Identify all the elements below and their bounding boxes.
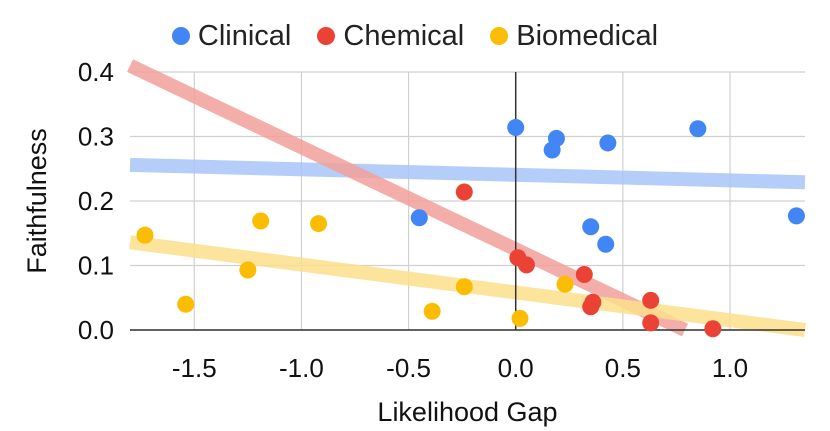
point-clinical[interactable] bbox=[689, 120, 707, 138]
x-tick-label: -1.5 bbox=[172, 353, 217, 383]
x-tick-label: 0.5 bbox=[605, 353, 641, 383]
x-tick-label: 1.0 bbox=[712, 353, 748, 383]
point-biomedical[interactable] bbox=[310, 215, 328, 233]
data-points bbox=[136, 118, 805, 338]
point-chemical[interactable] bbox=[642, 314, 660, 332]
legend-label-clinical: Clinical bbox=[197, 19, 292, 52]
point-clinical[interactable] bbox=[597, 235, 615, 253]
y-tick-label: 0.1 bbox=[78, 251, 114, 281]
legend-item-clinical[interactable]: Clinical bbox=[171, 19, 292, 53]
point-chemical[interactable] bbox=[455, 183, 473, 201]
axes bbox=[130, 72, 805, 331]
point-chemical[interactable] bbox=[642, 291, 660, 309]
point-clinical[interactable] bbox=[543, 141, 561, 159]
trendline-chemical bbox=[126, 59, 689, 337]
point-chemical[interactable] bbox=[582, 298, 600, 316]
trendline-clinical bbox=[129, 157, 806, 190]
y-tick-label: 0.4 bbox=[78, 57, 114, 87]
legend-label-biomedical: Biomedical bbox=[516, 19, 659, 52]
point-biomedical[interactable] bbox=[455, 278, 473, 296]
y-tick-label: 0.3 bbox=[78, 122, 114, 152]
legend: Clinical Chemical Biomedical bbox=[0, 14, 830, 58]
y-tick-label: 0.2 bbox=[78, 186, 114, 216]
point-chemical[interactable] bbox=[517, 256, 535, 274]
point-biomedical[interactable] bbox=[177, 295, 195, 313]
legend-label-chemical: Chemical bbox=[343, 19, 465, 52]
point-chemical[interactable] bbox=[704, 320, 722, 338]
y-tick-label: 0.0 bbox=[78, 315, 114, 345]
x-axis-title: Likelihood Gap bbox=[377, 397, 557, 427]
point-biomedical[interactable] bbox=[556, 275, 574, 293]
point-biomedical[interactable] bbox=[239, 261, 257, 279]
tick-labels: -1.5 -1.0 -0.5 0.0 0.5 1.0 0.0 0.1 0.2 0.3 0.4 bbox=[78, 57, 748, 383]
x-tick-label: -0.5 bbox=[386, 353, 431, 383]
point-clinical[interactable] bbox=[599, 134, 617, 152]
point-clinical[interactable] bbox=[787, 207, 805, 225]
y-axis-title: Faithfulness bbox=[22, 128, 52, 274]
point-biomedical[interactable] bbox=[252, 212, 270, 230]
point-clinical[interactable] bbox=[507, 118, 525, 136]
legend-item-chemical[interactable]: Chemical bbox=[317, 20, 464, 53]
x-tick-label: -1.0 bbox=[279, 353, 324, 383]
point-chemical[interactable] bbox=[575, 266, 593, 284]
point-biomedical[interactable] bbox=[136, 226, 154, 244]
legend-marker-biomedical bbox=[490, 27, 509, 45]
point-clinical[interactable] bbox=[410, 209, 428, 227]
legend-marker-clinical bbox=[171, 27, 190, 45]
point-clinical[interactable] bbox=[582, 218, 600, 236]
legend-item-biomedical[interactable]: Biomedical bbox=[490, 20, 658, 53]
x-tick-label: 0.0 bbox=[498, 353, 534, 383]
legend-marker-chemical bbox=[317, 27, 336, 45]
point-biomedical[interactable] bbox=[511, 309, 529, 327]
point-biomedical[interactable] bbox=[423, 302, 441, 320]
